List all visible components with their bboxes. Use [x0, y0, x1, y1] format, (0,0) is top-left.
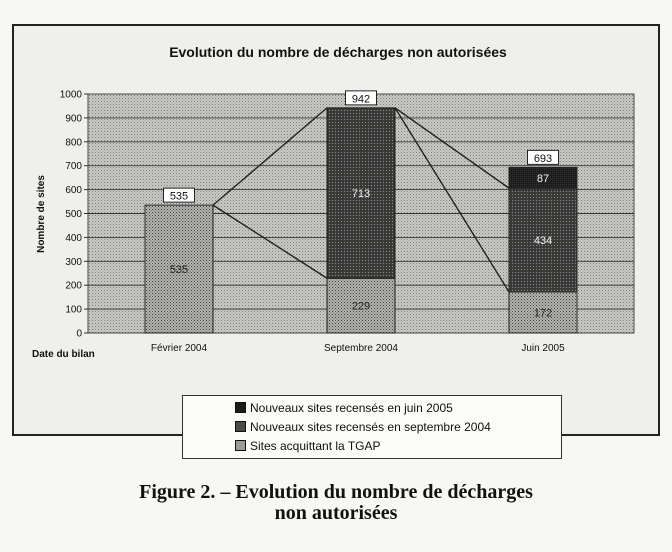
- bar-segment: [144, 204, 214, 334]
- x-tick-label: Juin 2005: [521, 343, 565, 354]
- legend-swatch-septembre-2004: [235, 421, 246, 432]
- figure-caption-line-2: non autorisées: [274, 502, 398, 524]
- total-label-box: [163, 187, 195, 203]
- legend-swatch-tgap: [235, 440, 246, 451]
- y-tick-label: 200: [65, 281, 82, 292]
- total-label-box: [345, 90, 377, 106]
- segment-label: 87: [537, 173, 549, 185]
- figure-caption: Figure 2. – Evolution du nombre de décha…: [0, 482, 672, 524]
- figure-frame: Evolution du nombre de décharges non aut…: [12, 24, 660, 459]
- bar-segment: [508, 187, 578, 293]
- legend-swatch-juin-2005: [235, 402, 246, 413]
- total-label: 942: [352, 93, 370, 105]
- series-connector-line: [394, 107, 510, 189]
- y-tick-label: 400: [65, 233, 82, 244]
- series-connector-line: [212, 107, 328, 206]
- total-label: 693: [534, 153, 552, 165]
- series-connector-line: [394, 107, 510, 293]
- legend-label-septembre-2004: Nouveaux sites recensés en septembre 200…: [250, 419, 491, 434]
- x-tick-label: Septembre 2004: [324, 343, 398, 354]
- bar-segment: [326, 107, 396, 279]
- segment-label: 229: [352, 301, 370, 313]
- y-axis-label: Nombre de sites: [36, 175, 47, 253]
- legend: Nouveaux sites recensés en juin 2005 Nou…: [182, 395, 562, 459]
- y-tick-label: 700: [65, 161, 82, 172]
- segment-label: 713: [352, 188, 370, 200]
- segment-label: 434: [534, 235, 552, 247]
- legend-label-juin-2005: Nouveaux sites recensés en juin 2005: [250, 400, 453, 415]
- series-connector-line: [212, 204, 328, 279]
- y-tick-label: 100: [65, 305, 82, 316]
- y-tick-label: 800: [65, 137, 82, 148]
- chart: Evolution du nombre de décharges non aut…: [32, 44, 635, 360]
- x-tick-label: Février 2004: [151, 343, 208, 354]
- y-tick-label: 1000: [60, 90, 83, 101]
- y-tick-label: 500: [65, 209, 82, 220]
- legend-item-tgap: Sites acquittant la TGAP: [235, 436, 561, 455]
- y-tick-label: 300: [65, 257, 82, 268]
- legend-label-tgap: Sites acquittant la TGAP: [250, 438, 381, 453]
- chart-title: Evolution du nombre de décharges non aut…: [169, 44, 507, 60]
- total-label: 535: [170, 191, 188, 203]
- y-tick-label: 0: [76, 329, 82, 340]
- legend-item-juin-2005: Nouveaux sites recensés en juin 2005: [235, 398, 561, 417]
- segment-label: 172: [534, 307, 552, 319]
- legend-item-septembre-2004: Nouveaux sites recensés en septembre 200…: [235, 417, 561, 436]
- y-tick-label: 600: [65, 185, 82, 196]
- figure-caption-line-1: Figure 2. – Evolution du nombre de décha…: [139, 481, 533, 503]
- segment-label: 535: [170, 264, 188, 276]
- x-axis-label: Date du bilan: [32, 349, 95, 360]
- total-label-box: [527, 149, 559, 165]
- bar-segment: [508, 166, 578, 189]
- y-tick-label: 900: [65, 113, 82, 124]
